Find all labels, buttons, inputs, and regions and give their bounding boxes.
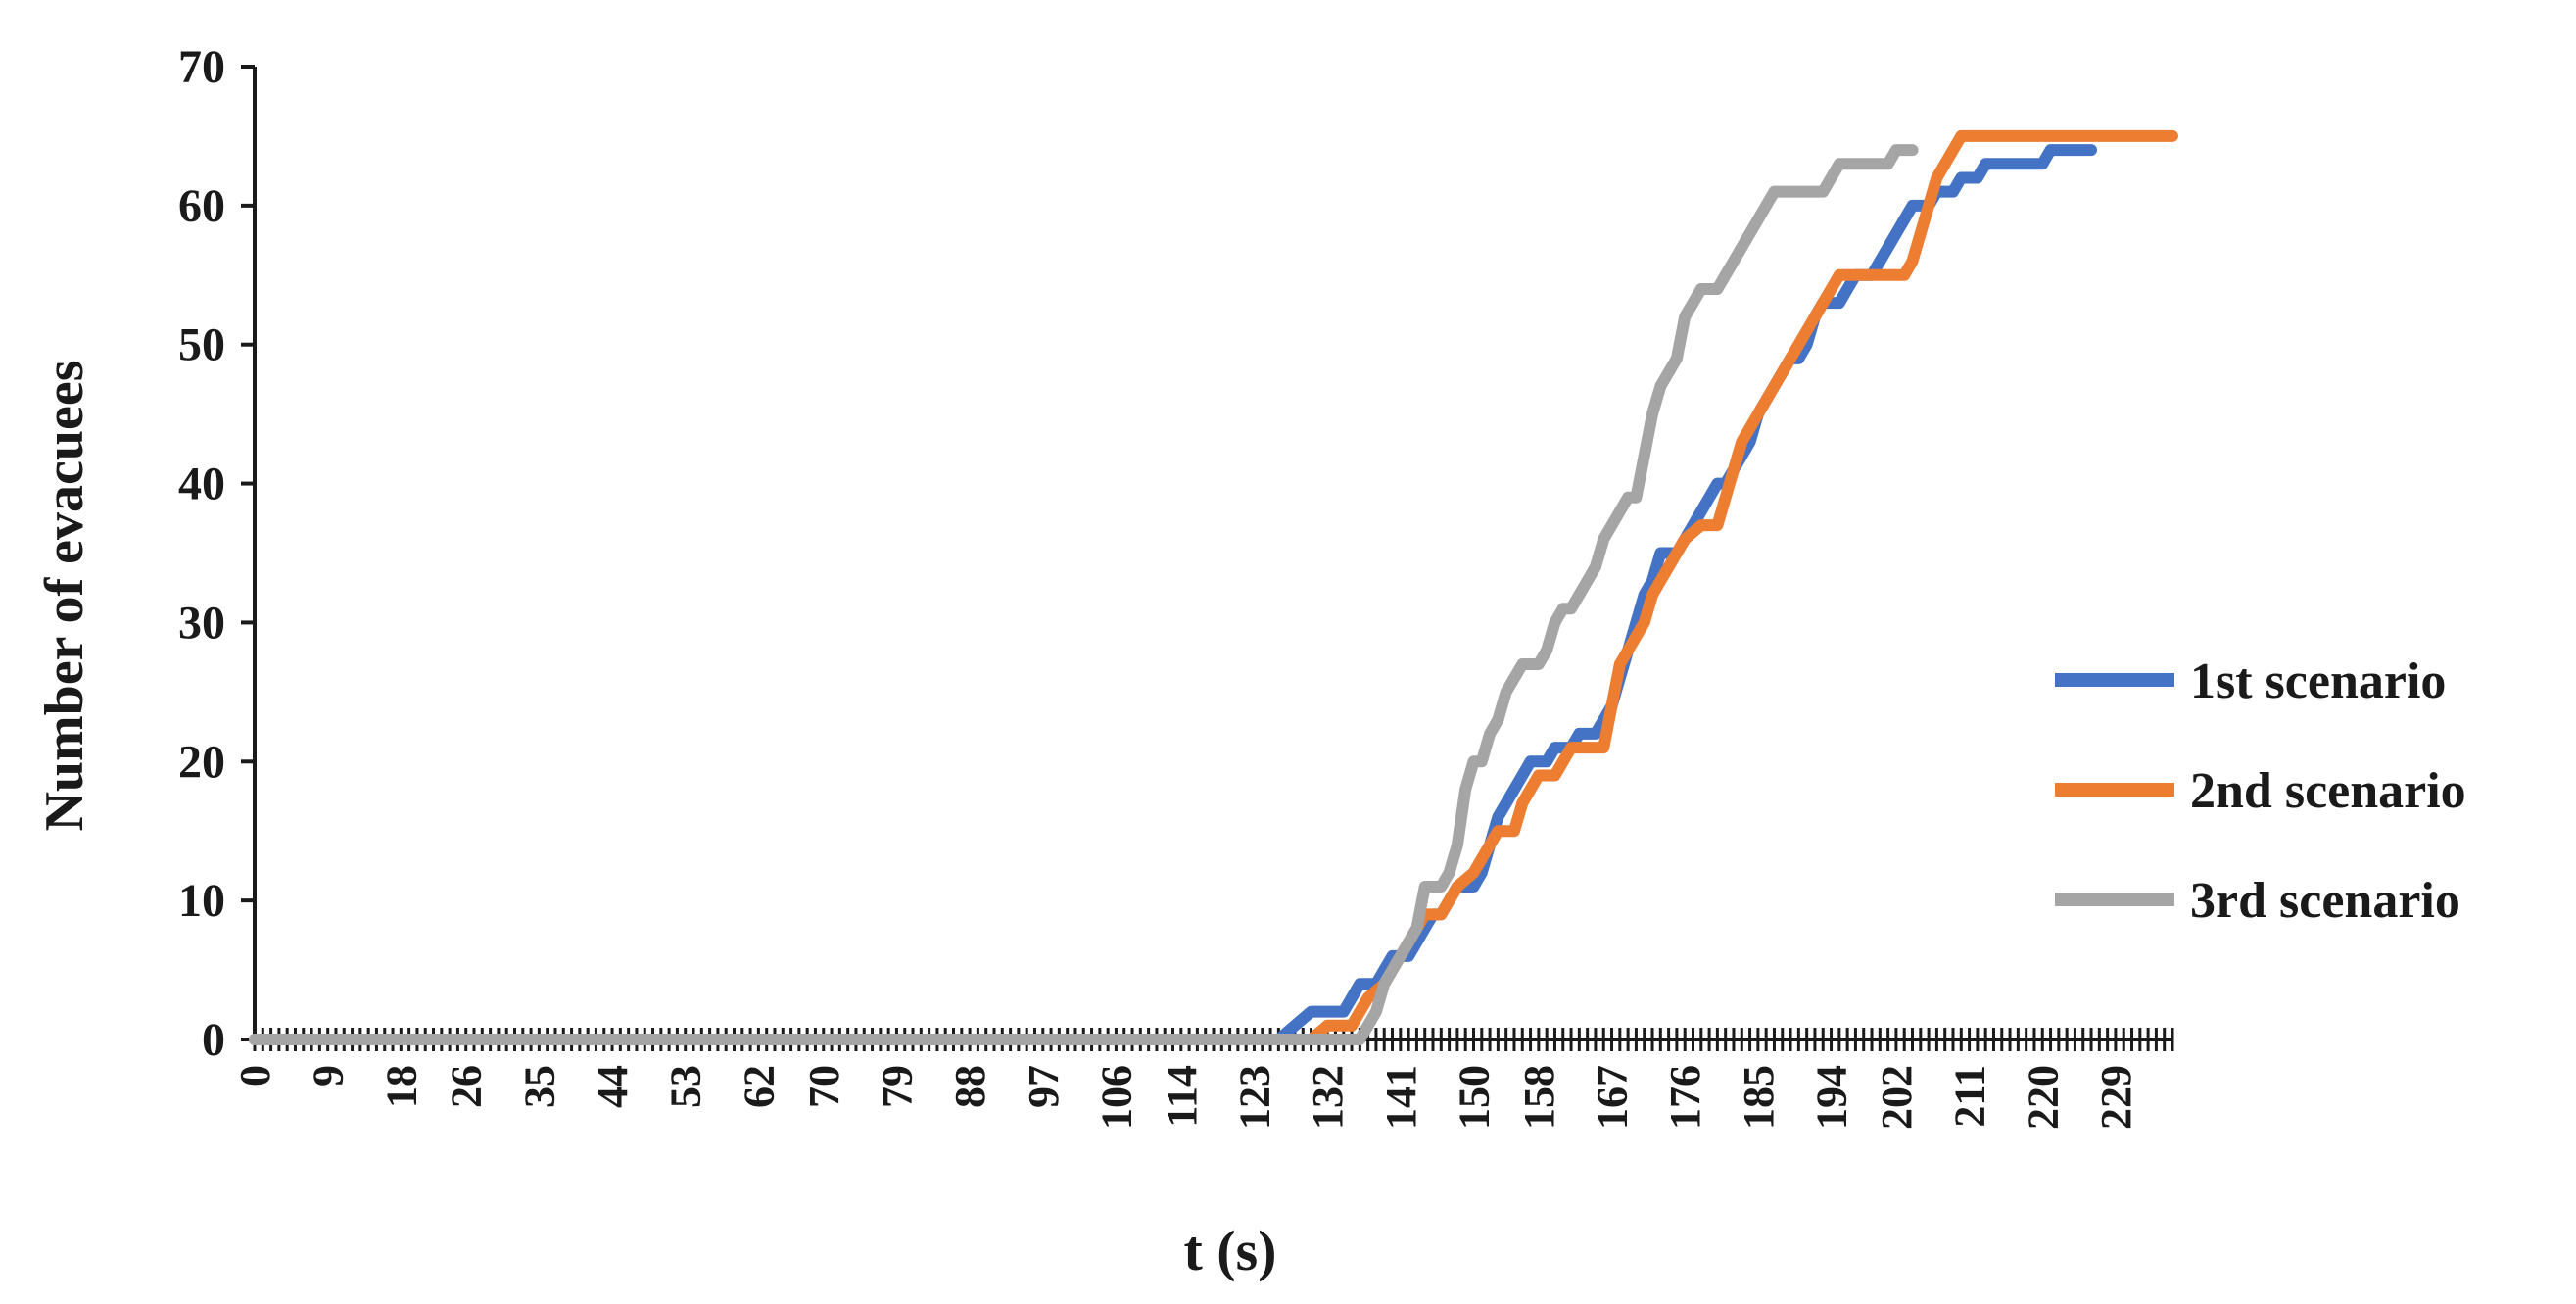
x-tick-label: 185 (1735, 1065, 1783, 1130)
x-tick-label: 211 (1946, 1065, 1994, 1128)
series-line-1 (249, 144, 2098, 1045)
x-tick-label: 114 (1158, 1065, 1206, 1128)
x-tick-label: 158 (1515, 1065, 1563, 1130)
x-tick-label: 132 (1304, 1065, 1352, 1130)
x-tick-label: 0 (231, 1065, 279, 1087)
legend-label-1: 1st scenario (2190, 653, 2446, 709)
x-tick-label: 44 (589, 1065, 637, 1108)
x-tick-label: 88 (946, 1065, 994, 1108)
legend-label-3: 3rd scenario (2190, 873, 2460, 929)
x-tick-label: 9 (305, 1065, 353, 1087)
x-tick-label: 53 (662, 1065, 710, 1108)
x-tick-label: 167 (1589, 1065, 1637, 1130)
y-tick-label: 10 (178, 875, 225, 927)
y-tick-label: 60 (178, 180, 225, 232)
series-line-3 (249, 144, 1919, 1045)
x-tick-label: 79 (873, 1065, 921, 1108)
x-tick-label: 141 (1377, 1065, 1425, 1130)
y-axis-title: Number of evacuees (34, 360, 95, 831)
x-tick-label: 150 (1450, 1065, 1498, 1130)
x-tick-label: 70 (800, 1065, 848, 1108)
x-axis: 0 9 18 26 35 44 53 62 70 79 88 97 106 114 123 132 141 150… (231, 1028, 2174, 1130)
x-tick-label: 97 (1020, 1065, 1068, 1108)
x-tick-label: 220 (2019, 1065, 2067, 1130)
x-tick-label: 18 (377, 1065, 425, 1108)
x-tick-label: 123 (1230, 1065, 1278, 1130)
y-tick-label: 0 (202, 1014, 225, 1066)
x-tick-label: 62 (735, 1065, 783, 1108)
y-tick-label: 50 (178, 319, 225, 371)
x-tick-label: 194 (1808, 1065, 1856, 1130)
x-tick-label: 106 (1092, 1065, 1140, 1130)
y-tick-label: 70 (178, 41, 225, 93)
legend-label-2: 2nd scenario (2190, 763, 2466, 819)
series-line-2 (249, 129, 2178, 1045)
x-tick-label: 26 (443, 1065, 491, 1108)
x-axis-title: t (s) (1183, 1219, 1276, 1282)
y-axis: 0 10 20 30 40 50 60 70 (178, 41, 257, 1066)
x-tick-label: 229 (2092, 1065, 2140, 1130)
x-tick-label: 202 (1873, 1065, 1921, 1130)
y-tick-label: 20 (178, 736, 225, 788)
y-tick-label: 40 (178, 459, 225, 510)
legend: 1st scenario 2nd scenario 3rd scenario (2055, 653, 2466, 929)
x-tick-label: 176 (1661, 1065, 1709, 1130)
y-tick-label: 30 (178, 597, 225, 649)
series-layer (249, 129, 2178, 1045)
x-tick-label: 35 (515, 1065, 563, 1108)
